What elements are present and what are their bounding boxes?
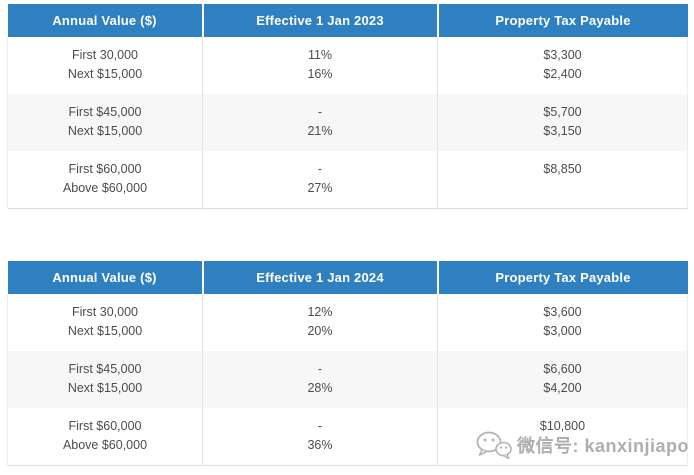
annual-value-cell: First $45,000 Next $15,000 <box>7 94 203 151</box>
header-effective-date: Effective 1 Jan 2024 <box>201 261 438 294</box>
cell-line: $3,150 <box>543 124 582 138</box>
payable-cell: $8,850 <box>437 151 688 209</box>
cell-line: $10,800 <box>539 419 586 433</box>
payable-cell: $6,600 $4,200 <box>437 351 688 408</box>
cell-line: Next $15,000 <box>67 124 143 138</box>
payable-cell: $3,600 $3,000 <box>437 294 688 351</box>
annual-value-cell: First $60,000 Above $60,000 <box>7 408 203 466</box>
cell-line: - <box>317 419 323 433</box>
annual-value-cell: First 30,000 Next $15,000 <box>7 294 203 351</box>
cell-line: - <box>317 162 323 176</box>
cell-line: 36% <box>307 438 333 452</box>
cell-line: 16% <box>307 67 333 81</box>
annual-value-cell: First $45,000 Next $15,000 <box>7 351 203 408</box>
cell-line: First $45,000 <box>68 105 142 119</box>
cell-line: $6,600 <box>543 362 582 376</box>
cell-line: $3,000 <box>543 324 582 338</box>
cell-line: $2,400 <box>543 67 582 81</box>
cell-line: $8,850 <box>543 162 582 176</box>
table-row: First $45,000 Next $15,000 - 28% $6,600 … <box>7 351 688 408</box>
cell-line: Next $15,000 <box>67 67 143 81</box>
cell-line: Above $60,000 <box>62 438 148 452</box>
table-row: First 30,000 Next $15,000 11% 16% $3,300… <box>7 37 688 94</box>
cell-line: 27% <box>307 181 333 195</box>
cell-line: - <box>317 362 323 376</box>
rate-cell: - 36% <box>202 408 438 466</box>
cell-line: 20% <box>307 324 333 338</box>
rate-cell: - 28% <box>202 351 438 408</box>
cell-line <box>438 436 687 455</box>
cell-line: First $45,000 <box>68 362 142 376</box>
tax-table-2024: Annual Value ($) Effective 1 Jan 2024 Pr… <box>7 261 688 466</box>
cell-line: $3,600 <box>543 305 582 319</box>
cell-line: 28% <box>307 381 333 395</box>
header-annual-value: Annual Value ($) <box>7 261 203 294</box>
table-row: First $60,000 Above $60,000 - 27% $8,850 <box>7 151 688 209</box>
cell-line: First $60,000 <box>68 162 142 176</box>
cell-line: First 30,000 <box>71 48 138 62</box>
payable-cell: $3,300 $2,400 <box>437 37 688 94</box>
rate-cell: - 27% <box>202 151 438 209</box>
cell-line: $5,700 <box>543 105 582 119</box>
cell-line: $3,300 <box>543 48 582 62</box>
payable-cell: $5,700 $3,150 <box>437 94 688 151</box>
cell-line: 12% <box>307 305 333 319</box>
header-row: Annual Value ($) Effective 1 Jan 2024 Pr… <box>7 261 688 294</box>
rate-cell: - 21% <box>202 94 438 151</box>
tax-tables-container: Annual Value ($) Effective 1 Jan 2023 Pr… <box>7 4 688 466</box>
cell-line <box>438 179 687 198</box>
cell-line: 21% <box>307 124 333 138</box>
cell-line: $4,200 <box>543 381 582 395</box>
header-annual-value: Annual Value ($) <box>7 4 203 37</box>
cell-line: Next $15,000 <box>67 381 143 395</box>
cell-line: 11% <box>307 48 333 62</box>
cell-line: Above $60,000 <box>62 181 148 195</box>
tax-table-2023: Annual Value ($) Effective 1 Jan 2023 Pr… <box>7 4 688 209</box>
rate-cell: 11% 16% <box>202 37 438 94</box>
header-effective-date: Effective 1 Jan 2023 <box>201 4 438 37</box>
table-row: First 30,000 Next $15,000 12% 20% $3,600… <box>7 294 688 351</box>
rate-cell: 12% 20% <box>202 294 438 351</box>
annual-value-cell: First 30,000 Next $15,000 <box>7 37 203 94</box>
cell-line: First 30,000 <box>71 305 138 319</box>
cell-line: - <box>317 105 323 119</box>
annual-value-cell: First $60,000 Above $60,000 <box>7 151 203 209</box>
payable-cell: $10,800 <box>437 408 688 466</box>
cell-line: Next $15,000 <box>67 324 143 338</box>
cell-line: First $60,000 <box>68 419 142 433</box>
table-row: First $45,000 Next $15,000 - 21% $5,700 … <box>7 94 688 151</box>
header-tax-payable: Property Tax Payable <box>436 4 688 37</box>
header-tax-payable: Property Tax Payable <box>436 261 688 294</box>
table-row: First $60,000 Above $60,000 - 36% $10,80… <box>7 408 688 466</box>
header-row: Annual Value ($) Effective 1 Jan 2023 Pr… <box>7 4 688 37</box>
